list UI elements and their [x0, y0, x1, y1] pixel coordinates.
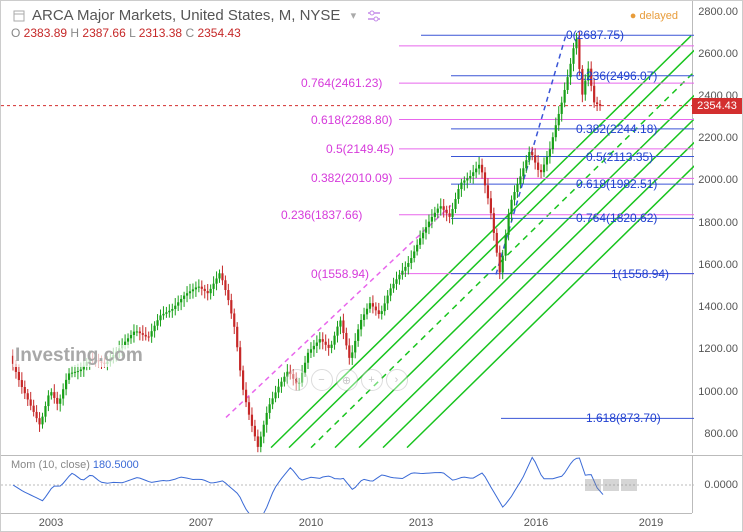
y-tick: 0.0000 [693, 479, 742, 491]
nav-toolbar: ‹ − ⊕ + › [286, 369, 408, 391]
y-tick: 2600.00 [693, 48, 742, 60]
x-tick: 2007 [189, 517, 213, 529]
fib-level-label: 0.618(1982.51) [576, 177, 657, 191]
y-tick: 1800.00 [693, 217, 742, 229]
fib-level-label: 0.5(2149.45) [326, 142, 394, 156]
x-tick: 2013 [409, 517, 433, 529]
collapse-icon[interactable] [11, 8, 27, 24]
instrument-title: ARCA Major Markets, United States, M, NY… [32, 7, 340, 24]
chevron-down-icon[interactable]: ▾ [345, 8, 361, 24]
fib-level-label: 1.618(873.70) [586, 411, 661, 425]
momentum-label: Mom (10, close) 180.5000 [11, 459, 139, 471]
chart-container: ARCA Major Markets, United States, M, NY… [0, 0, 743, 532]
last-price-badge: 2354.43 [692, 98, 742, 114]
fib-level-label: 0.382(2010.09) [311, 171, 392, 185]
y-tick: 2200.00 [693, 132, 742, 144]
y-tick: 1400.00 [693, 301, 742, 313]
fib-level-label: 0(1558.94) [311, 267, 369, 281]
y-tick: 1600.00 [693, 259, 742, 271]
y-tick: 1000.00 [693, 386, 742, 398]
nav-left-icon[interactable]: ‹ [286, 369, 308, 391]
x-axis: 2003 2007 2010 2013 2016 2019 [1, 513, 692, 531]
chart-header: ARCA Major Markets, United States, M, NY… [11, 7, 732, 47]
fib-level-label: 0.764(2461.23) [301, 76, 382, 90]
x-tick: 2019 [639, 517, 663, 529]
settings-icon[interactable] [366, 8, 382, 24]
sub-tools[interactable] [585, 479, 637, 491]
fib-level-label: 1(1558.94) [611, 267, 669, 281]
x-tick: 2010 [299, 517, 323, 529]
x-tick: 2016 [524, 517, 548, 529]
y-tick: 800.00 [693, 428, 742, 440]
fib-level-label: 0.236(1837.66) [281, 208, 362, 222]
nav-right-icon[interactable]: › [386, 369, 408, 391]
momentum-plot[interactable]: Mom (10, close) 180.5000 [1, 455, 692, 513]
ohlc-readout: O 2383.89 H 2387.66 L 2313.38 C 2354.43 [11, 26, 732, 40]
fib-level-label: 0.236(2496.07) [576, 69, 657, 83]
watermark-logo: Investing.com [13, 345, 145, 367]
x-tick: 2003 [39, 517, 63, 529]
zoom-in-icon[interactable]: + [361, 369, 383, 391]
fib-level-label: 0.618(2288.80) [311, 113, 392, 127]
y-tick: 2000.00 [693, 174, 742, 186]
y-axis-sub: 0.0000 [692, 455, 742, 513]
price-plot[interactable]: 0.764(2461.23) 0.618(2288.80) 0.5(2149.45)… [1, 1, 692, 453]
fib-level-label: 0.5(2113.35) [586, 150, 653, 164]
fib-level-label: 0.382(2244.18) [576, 122, 657, 136]
y-axis-main: 800.00 1000.00 1200.00 1400.00 1600.00 1800.0… [692, 1, 742, 453]
fib-level-label: 0.764(1820.62) [576, 211, 657, 225]
y-tick: 1200.00 [693, 343, 742, 355]
zoom-out-icon[interactable]: − [311, 369, 333, 391]
zoom-reset-icon[interactable]: ⊕ [336, 369, 358, 391]
